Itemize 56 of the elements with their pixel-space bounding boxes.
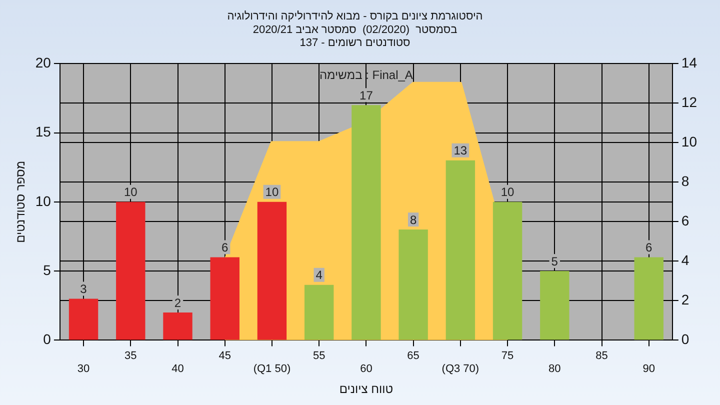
bar	[634, 257, 664, 340]
data-label: 10	[265, 185, 279, 200]
data-label: 3	[80, 282, 88, 296]
data-label: 8	[410, 212, 417, 227]
text: סטודנטים רשומים - 137	[300, 37, 410, 50]
bar	[304, 284, 334, 340]
x-tick-label: 30	[77, 363, 90, 376]
data-label: 4	[316, 268, 323, 282]
x-tick-label: 40	[172, 363, 184, 376]
data-label: 6	[222, 240, 229, 255]
y-tick-label: 0	[43, 331, 52, 348]
y2-tick-label: 10	[681, 133, 698, 150]
x-tick-label: 65	[407, 350, 420, 362]
bar	[163, 312, 192, 340]
x-tick-label: (Q1 50)	[253, 363, 291, 376]
bar	[398, 230, 428, 340]
x-tick-label: 45	[218, 350, 231, 362]
y2-tick-label: 4	[681, 252, 690, 268]
y-tick-label: 20	[35, 54, 52, 70]
bar	[116, 202, 146, 340]
bar	[492, 202, 522, 340]
data-label: 5	[551, 254, 558, 268]
x-tick-label: 75	[501, 350, 514, 362]
bar	[210, 257, 240, 340]
y2-tick-label: 6	[681, 212, 690, 229]
bar	[257, 202, 287, 340]
y2-tick-label: 14	[681, 54, 698, 70]
x-axis-title: טווח ציונים	[339, 382, 394, 396]
data-label: 10	[500, 185, 515, 200]
data-label: 17	[360, 88, 374, 102]
y-tick-label: 5	[43, 262, 52, 278]
bar	[352, 105, 381, 340]
text: היסטוגרמת ציונים בקורס - מבוא להידרוליקה והידרולוגיה	[227, 10, 483, 23]
y-tick-label: 15	[35, 124, 52, 140]
y2-tick-label: 12	[681, 94, 698, 110]
annotation: במשימה : Final_A	[319, 68, 413, 82]
bar	[540, 271, 570, 340]
data-label: 10	[124, 185, 138, 200]
data-label: 2	[174, 296, 182, 310]
data-label: 6	[646, 240, 653, 255]
x-tick-label: 55	[312, 350, 326, 362]
text: בסמסטר (02/2020) סמסטר אביב 2020/21	[252, 24, 458, 36]
y2-tick-label: 8	[681, 173, 690, 189]
y2-tick-label: 2	[681, 292, 690, 308]
bar	[446, 160, 476, 340]
x-tick-label: (Q3 70)	[442, 363, 480, 376]
data-label: 13	[454, 144, 468, 158]
x-tick-label: 80	[548, 363, 561, 376]
y2-tick-label: 0	[681, 331, 690, 348]
bar	[68, 298, 98, 340]
y-tick-label: 10	[35, 192, 52, 209]
x-tick-label: 85	[596, 350, 608, 362]
x-tick-label: 35	[124, 350, 137, 362]
x-tick-label: 90	[642, 363, 655, 376]
x-tick-label: 60	[360, 363, 372, 376]
y-axis-title: מספר סטודנטים	[14, 160, 28, 243]
